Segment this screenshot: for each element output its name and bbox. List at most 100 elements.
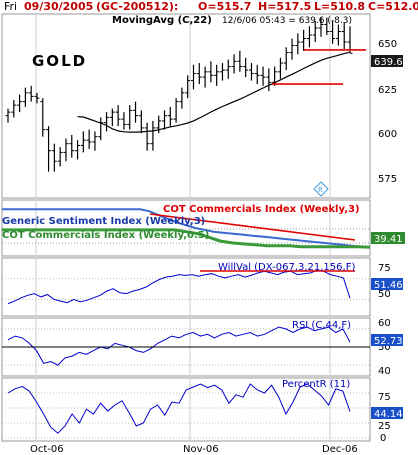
price-bar [179, 87, 185, 109]
diamond-marker-icon: R [313, 181, 329, 197]
price-bar [306, 26, 312, 48]
price-bar [289, 38, 295, 60]
price-bar [63, 138, 69, 162]
price-bar [162, 110, 168, 130]
percentr-last-value-box: 44.14 [371, 407, 403, 420]
xaxis-label-nov: Nov-06 [183, 444, 219, 455]
header-day: Fri [4, 0, 18, 13]
main-panel-frame [1, 13, 371, 199]
price-bar [318, 17, 324, 37]
price-bar [231, 54, 237, 74]
percentr-ytick-75: 75 [378, 392, 391, 403]
price-bar [57, 147, 63, 167]
header-high: H=517.5 [258, 0, 312, 13]
price-bar [69, 134, 75, 158]
price-bar [127, 105, 133, 130]
price-bar [92, 131, 98, 151]
price-bar [202, 66, 208, 88]
main-last-value-box: 639.6 [371, 55, 403, 68]
header-bar: Fri 09/30/2005 (GC-200512): O=515.7 H=51… [0, 0, 418, 13]
willval-last-value-box: 51.46 [371, 278, 403, 291]
price-bar [347, 26, 353, 54]
price-bar [295, 33, 301, 55]
header-close: C=512.0 [368, 0, 418, 13]
price-bar [185, 75, 191, 99]
price-bar [115, 105, 121, 127]
price-bar [237, 50, 243, 72]
price-bar [86, 129, 92, 149]
cot-commercials-label: COT Commercials Index (Weekly,0.5) [2, 230, 209, 241]
price-bar [109, 108, 115, 127]
cot-trend-line [149, 213, 356, 241]
header-low: L=510.8 [314, 0, 366, 13]
willval-panel-frame [1, 257, 371, 317]
price-bar [260, 66, 266, 86]
price-bar [335, 24, 341, 46]
header-open: O=515.7 [198, 0, 252, 13]
main-ytick-575: 575 [378, 174, 397, 185]
percentr-ytick-25: 25 [378, 421, 391, 432]
price-bar [11, 99, 17, 118]
percentr-title: PercentR (11) [282, 379, 350, 390]
price-bar [75, 140, 81, 160]
price-bar [324, 17, 330, 36]
price-bar [196, 63, 202, 85]
price-bar [330, 21, 336, 44]
price-bar [208, 61, 214, 83]
price-bar [28, 85, 34, 102]
svg-text:R: R [318, 186, 323, 194]
price-bar [301, 29, 307, 51]
price-bar [40, 98, 46, 137]
price-bar [190, 64, 196, 90]
rsi-last-value-label: 52.73 [374, 336, 403, 347]
xaxis-label-dec: Dec-06 [322, 444, 358, 455]
cot-last-value-box: 39.41 [371, 232, 405, 245]
main-last-value-label: 639.6 [374, 57, 403, 68]
price-bar [341, 22, 347, 50]
price-bar [5, 108, 11, 123]
price-bar [80, 131, 86, 153]
willval-last-value-label: 51.46 [374, 280, 403, 291]
price-bar [46, 126, 52, 172]
willval-title: WillVal (DX-067,3,21,156,F) [218, 262, 355, 273]
main-timestamp-label: 12/6/06 05:43 = 639.6 (-8.3) [222, 16, 352, 26]
price-bar [104, 112, 110, 132]
price-bar [277, 57, 283, 79]
main-ytick-650: 650 [378, 39, 397, 50]
main-indicator-label: MovingAvg (C,22) [112, 15, 212, 26]
percentr-ytick-0: 0 [380, 433, 386, 444]
cot-panel-frame [1, 199, 371, 257]
cot-last-value-label: 39.41 [374, 234, 403, 245]
xaxis-label-oct: Oct-06 [30, 444, 64, 455]
rsi-ytick-40: 40 [378, 366, 391, 377]
price-bar [219, 63, 225, 81]
header-date: 09/30/2005 [24, 0, 94, 13]
cot-commercials-line [2, 228, 371, 249]
cot-title: COT Commercials Index (Weekly,3) [163, 204, 360, 215]
price-bar [138, 110, 144, 134]
rsi-last-value-box: 52.73 [371, 334, 403, 347]
sentiment-line [2, 208, 371, 249]
price-bar [225, 59, 231, 79]
cot-sentiment-label: Generic Sentiment Index (Weekly,3) [2, 216, 205, 227]
gold-watermark: GOLD [32, 52, 87, 70]
header-symbol: (GC-200512): [96, 0, 179, 13]
price-bar [144, 122, 150, 151]
rsi-ytick-60: 60 [378, 318, 391, 329]
price-bar [173, 98, 179, 123]
price-bar [17, 94, 23, 113]
willval-line [7, 269, 351, 305]
percentr-last-value-label: 44.14 [374, 409, 403, 420]
price-bar [167, 106, 173, 127]
rsi-title: RSI (C,44,F) [292, 320, 351, 331]
main-ytick-600: 600 [378, 129, 397, 140]
price-bar [254, 64, 260, 85]
price-bar [312, 21, 318, 43]
rsi-ytick-50: 50 [378, 342, 391, 353]
price-bar [248, 63, 254, 81]
price-bar [121, 112, 127, 130]
price-bar [266, 68, 272, 92]
main-ytick-625: 625 [378, 85, 397, 96]
price-bar [150, 120, 156, 151]
